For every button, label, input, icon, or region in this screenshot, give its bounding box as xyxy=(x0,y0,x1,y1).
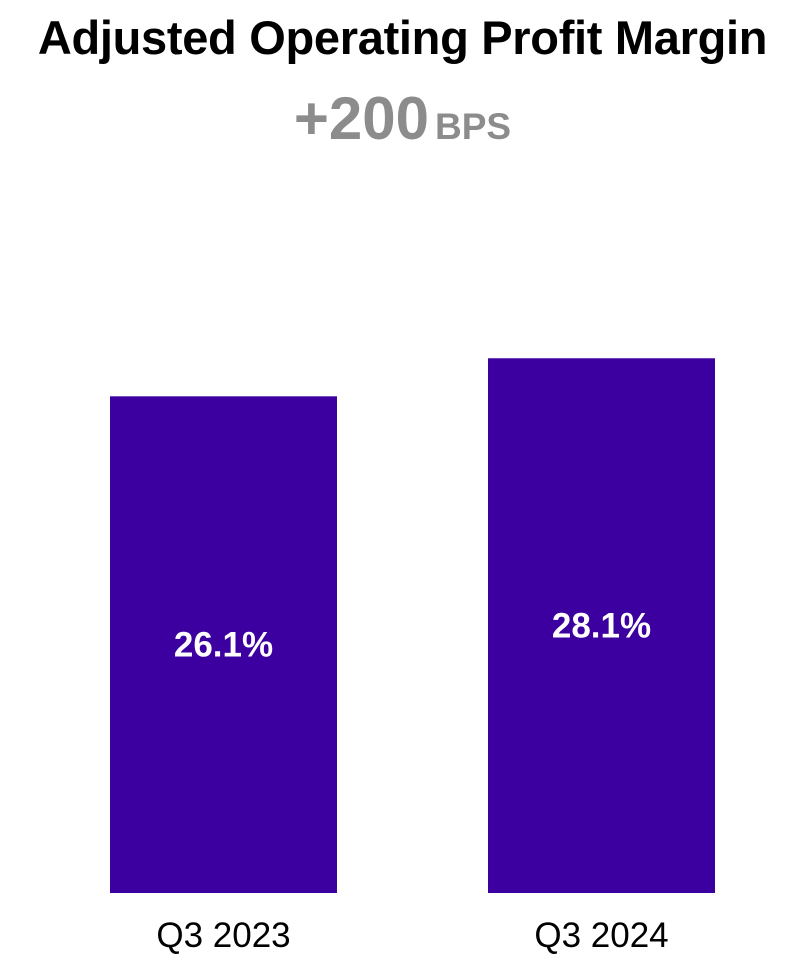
change-indicator: +200 BPS xyxy=(0,84,805,170)
data-label: 28.1% xyxy=(552,607,651,646)
category-label: Q3 2023 xyxy=(156,916,290,955)
category-label: Q3 2024 xyxy=(534,916,668,955)
chart-title: Adjusted Operating Profit Margin xyxy=(37,11,768,64)
change-unit: BPS xyxy=(435,106,512,147)
change-value: +200 xyxy=(293,85,430,152)
bar-q3-2023 xyxy=(110,396,337,893)
data-label: 26.1% xyxy=(174,626,273,665)
bar-q3-2024 xyxy=(488,358,715,894)
